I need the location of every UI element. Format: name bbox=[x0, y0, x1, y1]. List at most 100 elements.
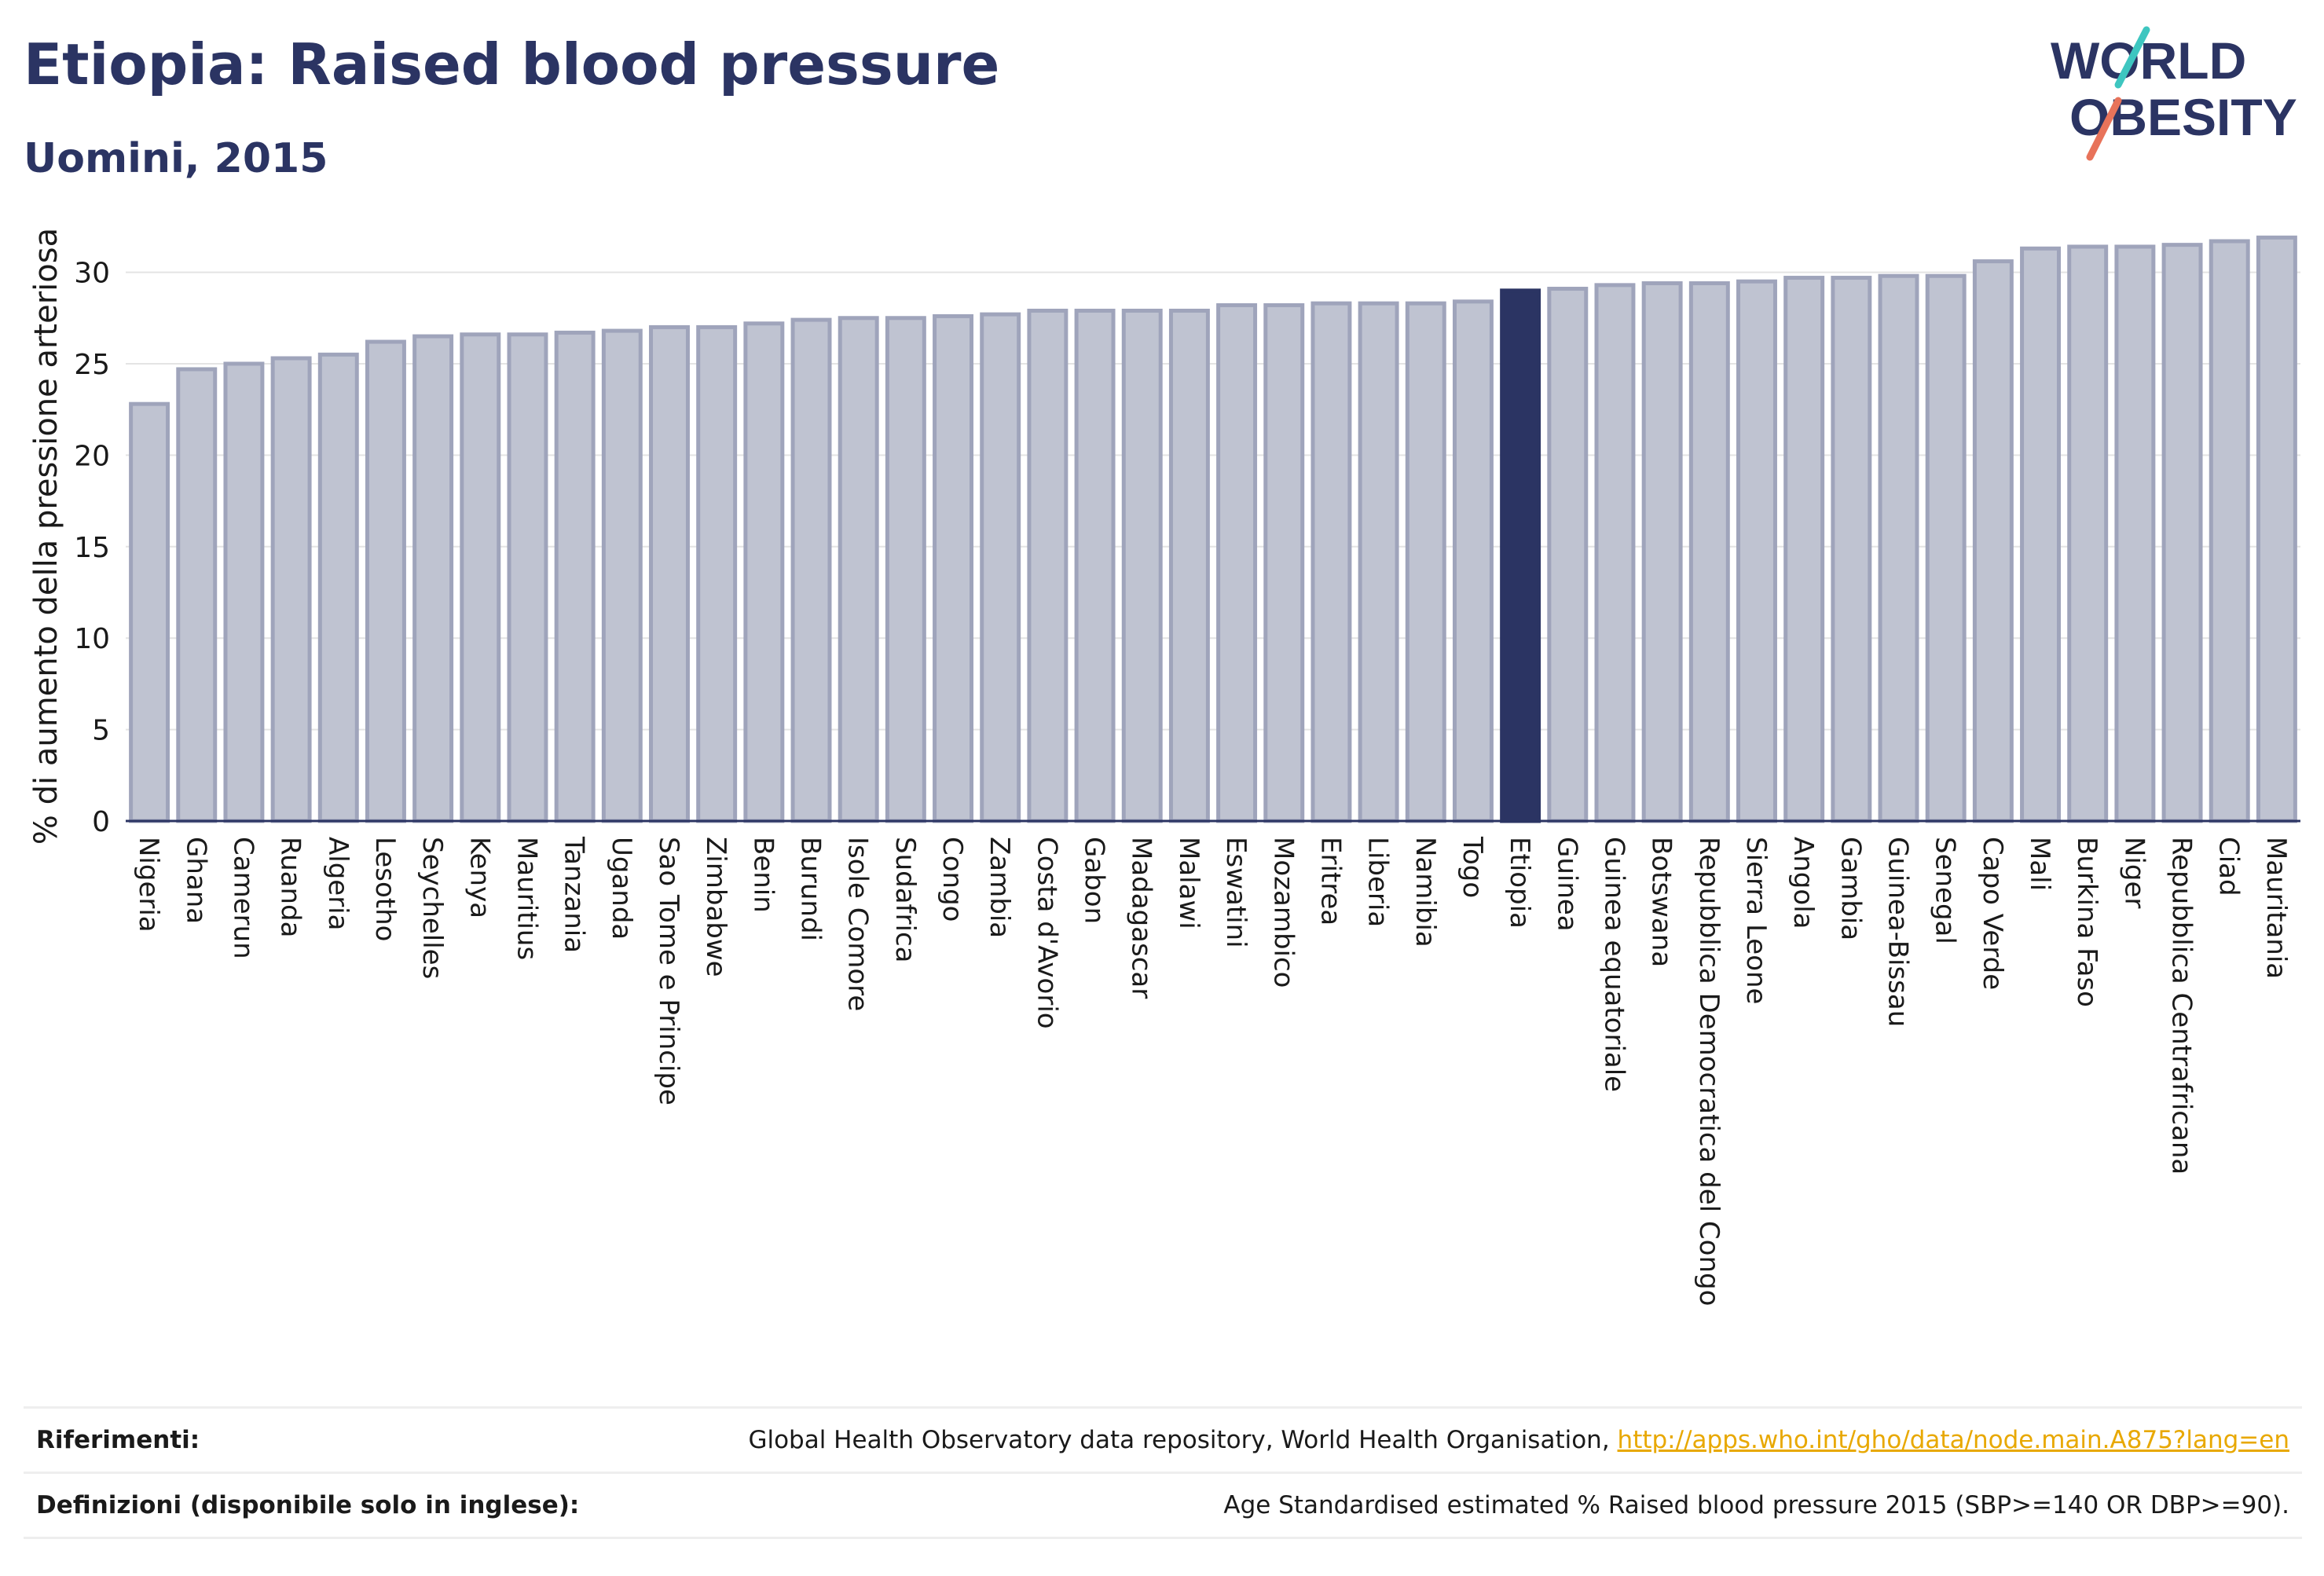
x-tick-label: Congo bbox=[937, 837, 968, 922]
bar bbox=[743, 321, 785, 823]
y-axis-label: % di aumento della pressione arteriosa bbox=[28, 228, 64, 845]
bar-highlighted bbox=[1500, 288, 1541, 823]
x-tick-label: Capo Verde bbox=[1977, 837, 2008, 990]
bar bbox=[1216, 302, 1258, 823]
x-tick-label: Algeria bbox=[322, 837, 354, 930]
y-tick-label: 10 bbox=[74, 623, 110, 655]
x-tick-label: Repubblica Centrafricana bbox=[2166, 837, 2198, 1175]
bar bbox=[2114, 244, 2156, 823]
x-tick-label: Uganda bbox=[606, 837, 637, 940]
bar bbox=[2020, 246, 2062, 823]
x-tick-label: Etiopia bbox=[1504, 837, 1535, 929]
bar bbox=[1027, 308, 1069, 823]
bar bbox=[1878, 273, 1919, 823]
x-tick-labels: Nigeria Ghana Camerun Ruanda Algeria Lesotho S… bbox=[133, 836, 2292, 1306]
y-tick-label: 15 bbox=[74, 532, 110, 564]
y-tick-label: 20 bbox=[74, 440, 110, 472]
logo-slash-bottom bbox=[2086, 97, 2122, 161]
x-tick-label: Gambia bbox=[1835, 837, 1866, 940]
x-tick-label: Niger bbox=[2118, 837, 2150, 908]
x-tick-label: Repubblica Democratica del Congo bbox=[1693, 837, 1725, 1306]
x-tick-label: Seychelles bbox=[416, 837, 448, 979]
bar bbox=[1688, 281, 1730, 823]
bar bbox=[1831, 276, 1872, 823]
x-tick-label: Benin bbox=[747, 837, 779, 913]
footer: Riferimenti: Global Health Observatory d… bbox=[24, 1406, 2302, 1539]
bar bbox=[2067, 244, 2109, 823]
x-tick-label: Guinea-Bissau bbox=[1882, 837, 1914, 1027]
bar bbox=[1736, 279, 1777, 823]
y-tick-label: 30 bbox=[74, 258, 110, 290]
x-tick-label: Mauritius bbox=[511, 837, 542, 960]
y-tick-label: 5 bbox=[92, 715, 110, 747]
bar bbox=[1547, 287, 1589, 823]
bar bbox=[1121, 308, 1163, 823]
y-tick-labels: 0 5 10 15 20 25 30 bbox=[74, 258, 110, 838]
bar bbox=[1452, 299, 1494, 823]
x-tick-label: Eswatini bbox=[1220, 837, 1252, 948]
x-tick-label: Lesotho bbox=[369, 837, 401, 941]
x-tick-label: Costa d'Avorio bbox=[1031, 837, 1062, 1029]
x-tick-label: Mali bbox=[2024, 837, 2055, 891]
bar bbox=[1925, 273, 1967, 823]
bar bbox=[1405, 301, 1446, 823]
bar bbox=[460, 332, 501, 823]
x-tick-label: Camerun bbox=[227, 837, 258, 959]
bar bbox=[1310, 301, 1352, 823]
bar bbox=[1168, 308, 1210, 823]
x-tick-label: Botswana bbox=[1646, 837, 1677, 967]
chart-title: Etiopia: Raised blood pressure bbox=[24, 31, 1000, 97]
bar bbox=[412, 334, 454, 823]
x-tick-label: Namibia bbox=[1409, 837, 1441, 947]
x-tick-label: Sao Tome e Principe bbox=[653, 837, 684, 1105]
x-tick-label: Ciad bbox=[2213, 837, 2245, 896]
x-tick-label: Madagascar bbox=[1126, 837, 1157, 999]
definitions-text: Age Standardised estimated % Raised bloo… bbox=[1223, 1491, 2289, 1519]
x-tick-label: Tanzania bbox=[559, 836, 590, 953]
bar bbox=[2161, 243, 2203, 823]
logo-slash-top bbox=[2114, 26, 2150, 89]
x-tick-label: Zambia bbox=[984, 837, 1015, 938]
x-tick-label: Guinea equatoriale bbox=[1598, 837, 1629, 1092]
x-tick-label: Malawi bbox=[1173, 837, 1204, 929]
bar bbox=[1594, 283, 1636, 823]
bar bbox=[1972, 259, 2014, 823]
bar bbox=[649, 324, 690, 823]
bar bbox=[223, 361, 265, 823]
x-tick-label: Ghana bbox=[180, 837, 211, 924]
x-tick-label: Liberia bbox=[1362, 837, 1394, 927]
world-obesity-logo: WORLD OBESITY bbox=[2051, 26, 2297, 161]
bar bbox=[696, 324, 738, 823]
x-tick-label: Togo bbox=[1457, 836, 1488, 898]
bar bbox=[1074, 308, 1116, 823]
x-tick-label: Sudafrica bbox=[889, 837, 921, 962]
x-tick-label: Angola bbox=[1787, 837, 1819, 929]
x-tick-label: Sierra Leone bbox=[1740, 837, 1772, 1004]
references-row: Riferimenti: Global Health Observatory d… bbox=[24, 1406, 2302, 1472]
definitions-label: Definizioni (disponibile solo in inglese… bbox=[36, 1491, 580, 1519]
bar bbox=[885, 316, 926, 823]
bar bbox=[176, 367, 218, 823]
chart-subtitle: Uomini, 2015 bbox=[24, 135, 328, 182]
x-tick-label: Gabon bbox=[1079, 837, 1110, 924]
bar bbox=[838, 316, 879, 823]
x-tick-label: Ruanda bbox=[275, 837, 306, 937]
y-tick-label: 25 bbox=[74, 349, 110, 381]
bar bbox=[2256, 235, 2297, 823]
bar bbox=[1783, 276, 1825, 823]
x-tick-label: Senegal bbox=[1930, 837, 1961, 944]
x-tick-label: Isole Comore bbox=[842, 837, 874, 1011]
x-tick-label: Nigeria bbox=[133, 837, 164, 933]
y-tick-label: 0 bbox=[92, 806, 110, 838]
bar-chart: 0 5 10 15 20 25 30 Nigeria Ghana Camerun Ruanda Al… bbox=[28, 228, 2300, 1306]
bars bbox=[129, 235, 2297, 823]
references-text: Global Health Observatory data repositor… bbox=[748, 1426, 1618, 1454]
bar bbox=[790, 317, 832, 823]
references-link[interactable]: http://apps.who.int/gho/data/node.main.A… bbox=[1617, 1426, 2289, 1454]
references-value: Global Health Observatory data repositor… bbox=[748, 1426, 2302, 1454]
bar bbox=[554, 330, 596, 823]
bar bbox=[129, 401, 170, 823]
x-tick-label: Burundi bbox=[795, 837, 827, 941]
bar bbox=[1358, 301, 1399, 823]
x-tick-label: Guinea bbox=[1551, 837, 1582, 932]
